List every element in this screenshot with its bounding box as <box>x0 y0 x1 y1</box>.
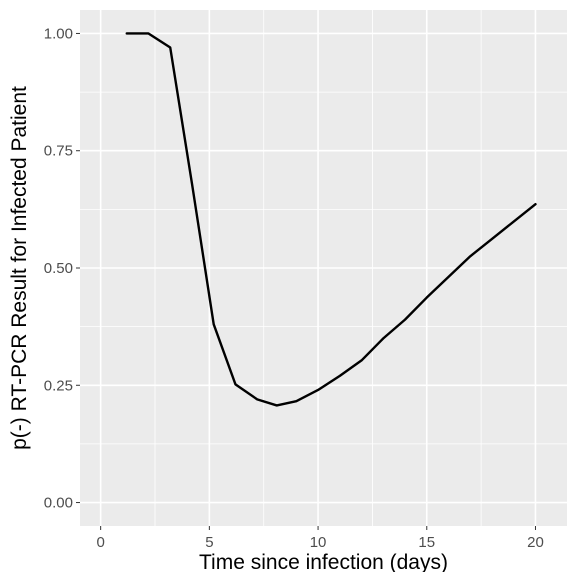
x-tick-label: 10 <box>310 534 327 551</box>
x-axis-title: Time since infection (days) <box>199 551 448 572</box>
y-tick-label: 1.00 <box>44 25 73 42</box>
x-axis-ticks: 0 5 10 15 20 <box>96 526 544 551</box>
y-tick-label: 0.25 <box>44 377 73 394</box>
x-tick-label: 5 <box>205 534 213 551</box>
x-tick-label: 15 <box>418 534 435 551</box>
y-tick-label: 0.00 <box>44 495 73 512</box>
x-tick-label: 0 <box>96 534 104 551</box>
major-gridlines <box>80 10 567 526</box>
series-line <box>125 32 537 407</box>
y-axis-title: p(-) RT-PCR Result for Infected Patient <box>8 86 31 450</box>
y-tick-label: 0.50 <box>44 260 73 277</box>
y-tick-label: 0.75 <box>44 143 73 160</box>
x-tick-label: 20 <box>527 534 544 551</box>
y-axis-ticks: 0.00 0.25 0.50 0.75 1.00 <box>44 25 80 512</box>
